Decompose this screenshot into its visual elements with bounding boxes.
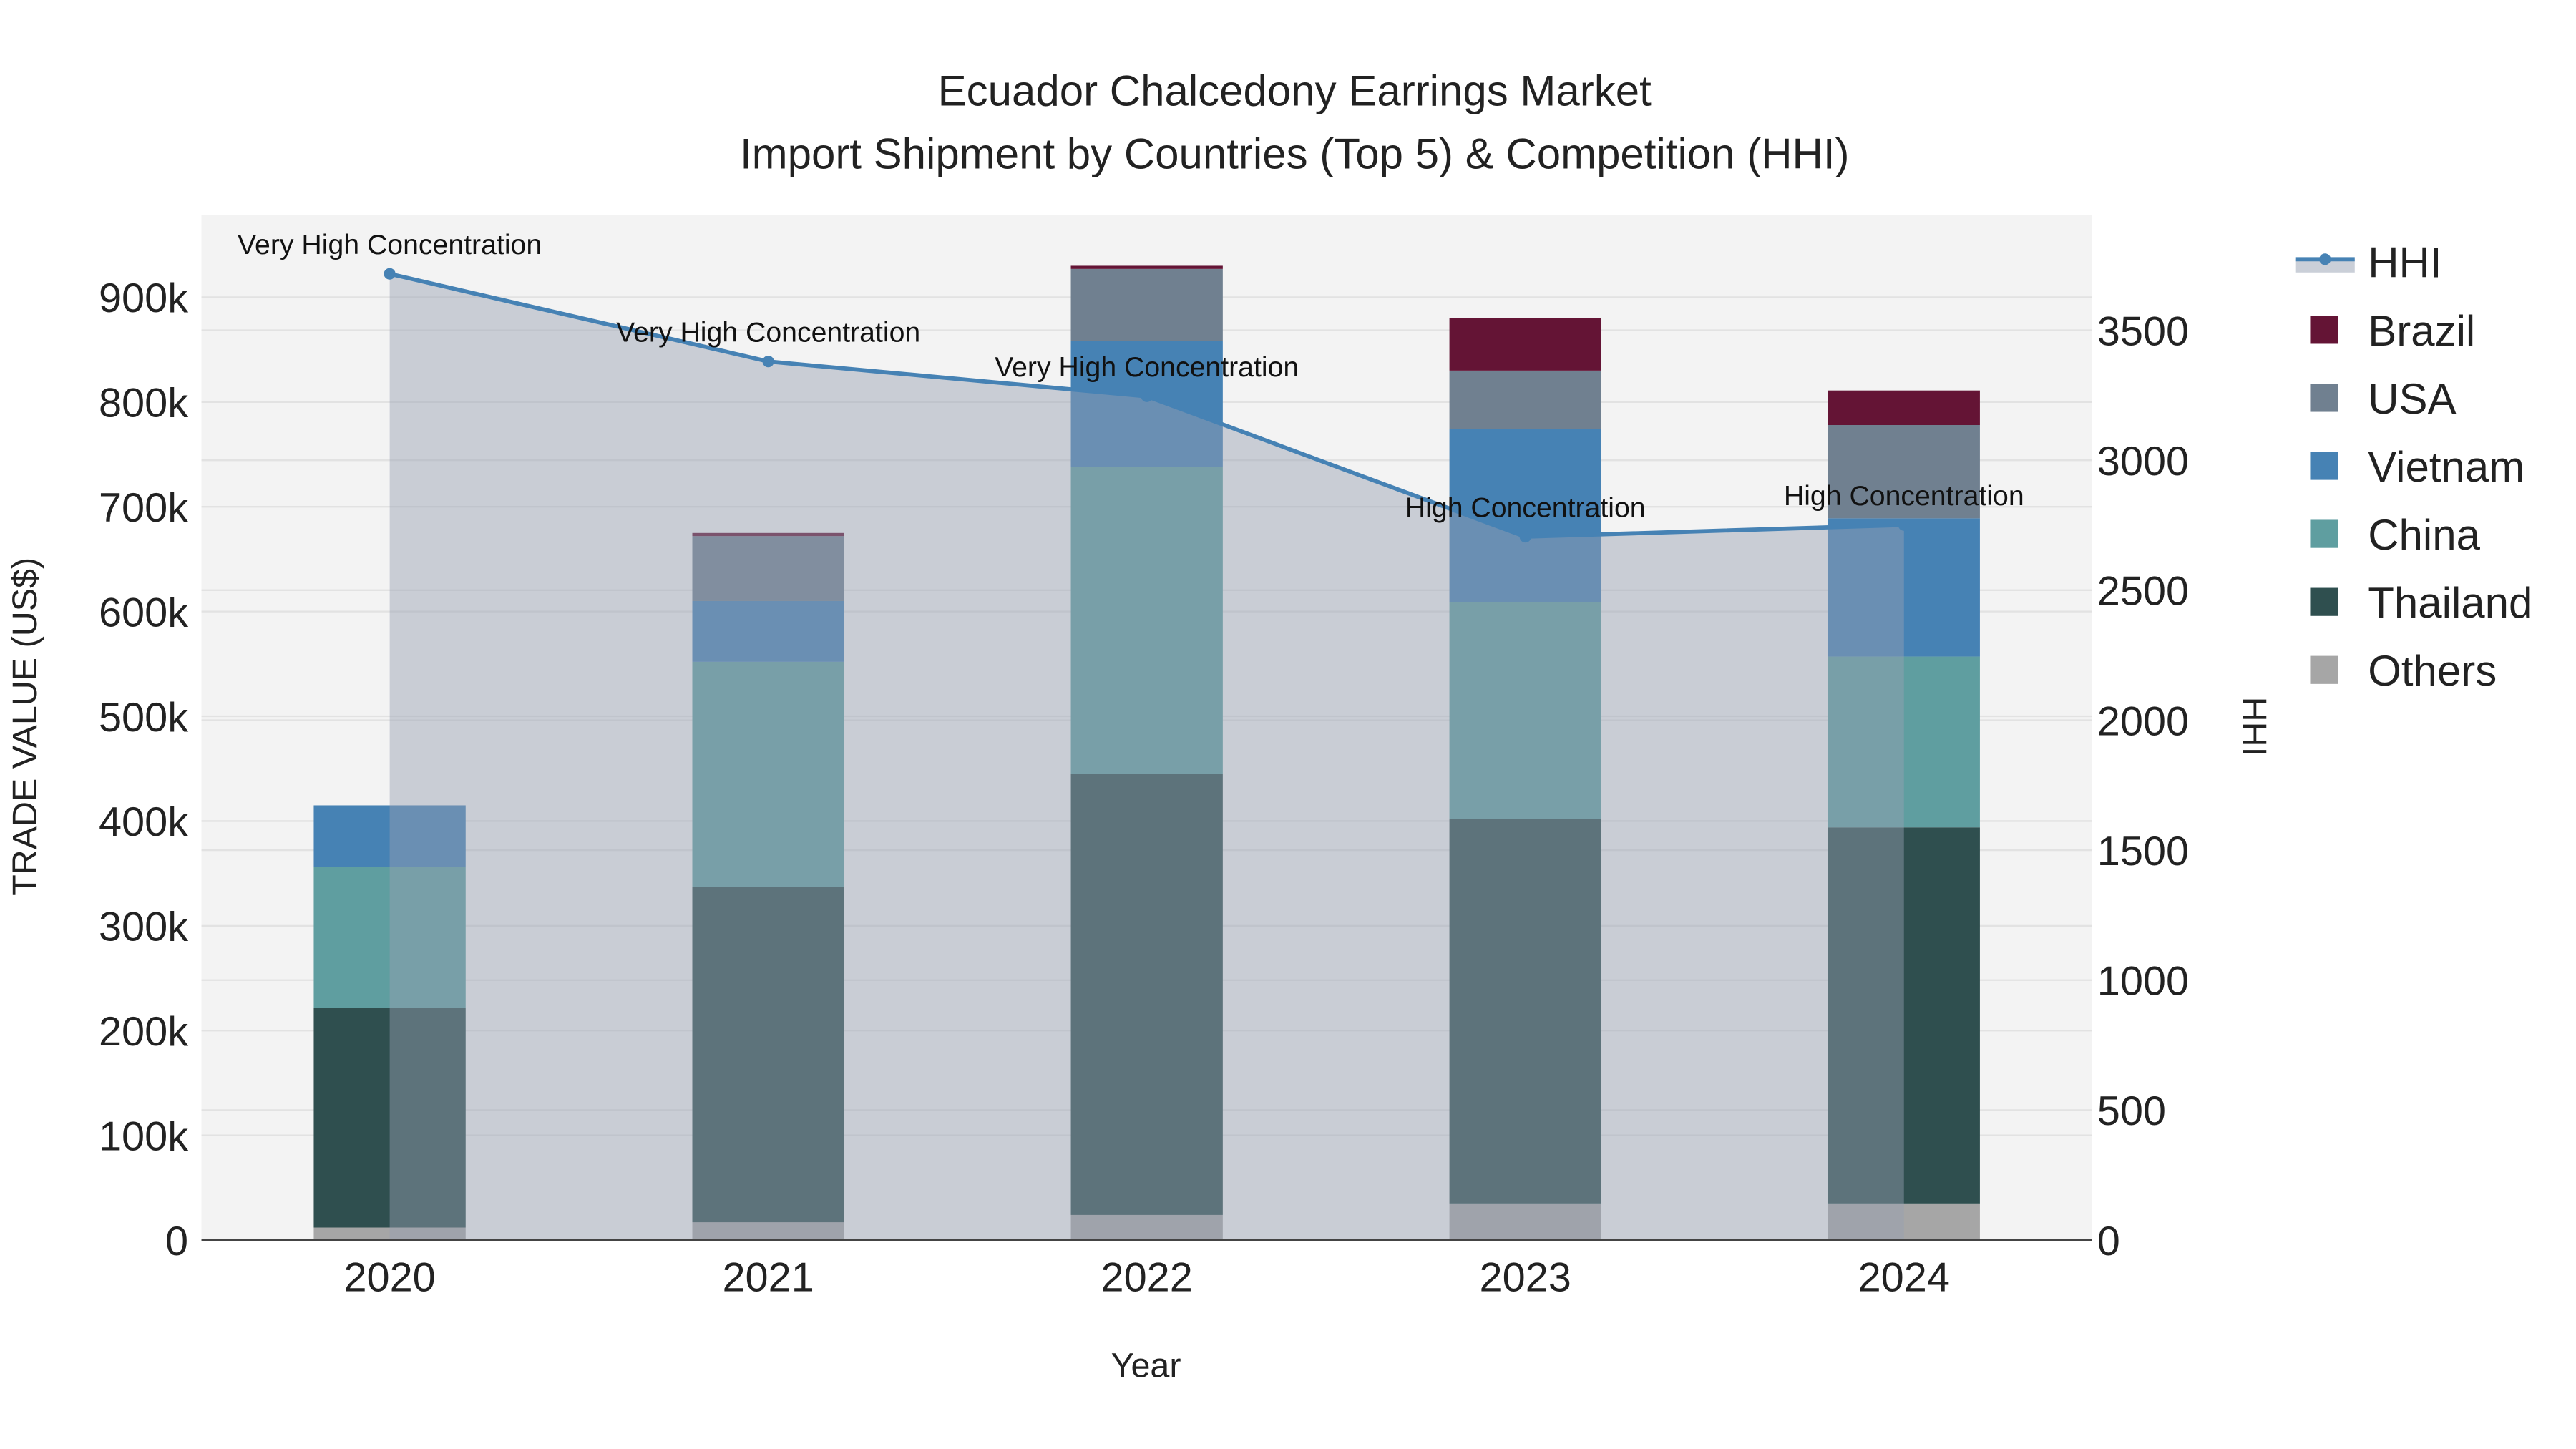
bar-others-2020 xyxy=(313,1227,466,1241)
legend-item-hhi: HHI xyxy=(2295,239,2442,287)
bar-others-2021 xyxy=(692,1222,844,1241)
x-axis-label: Year xyxy=(1111,1347,1181,1385)
y2-axis-label: HHI xyxy=(2235,697,2273,756)
legend-label: HHI xyxy=(2368,239,2441,287)
y-tick-label: 400k xyxy=(99,799,188,845)
bar-china-2020 xyxy=(313,867,466,1008)
bar-vietnam-2023 xyxy=(1449,429,1601,602)
legend-label: Others xyxy=(2368,647,2497,695)
bar-china-2024 xyxy=(1828,656,1980,828)
y-tick-label: 900k xyxy=(99,275,188,321)
bar-brazil-2024 xyxy=(1828,390,1980,426)
bar-vietnam-2021 xyxy=(692,600,844,662)
bar-usa-2024 xyxy=(1828,425,1980,519)
bar-thailand-2024 xyxy=(1828,827,1980,1204)
legend-hhi-area-swatch xyxy=(2295,259,2355,273)
y-tick-label: 0 xyxy=(165,1219,188,1264)
y2-tick-label: 3500 xyxy=(2097,308,2189,354)
x-tick-label: 2020 xyxy=(343,1255,435,1301)
legend-item-brazil: Brazil xyxy=(2310,307,2475,355)
y2-tick-label: 1000 xyxy=(2097,959,2189,1005)
chart-title: Ecuador Chalcedony Earrings Market xyxy=(938,67,1652,115)
legend-label: Brazil xyxy=(2368,307,2475,355)
y2-tick-label: 0 xyxy=(2097,1219,2120,1264)
bar-thailand-2021 xyxy=(692,887,844,1223)
bar-thailand-2020 xyxy=(313,1008,466,1228)
legend-label: China xyxy=(2368,511,2480,559)
y-tick-label: 100k xyxy=(99,1113,188,1159)
bar-china-2023 xyxy=(1449,602,1601,819)
x-tick-label: 2021 xyxy=(722,1255,814,1301)
bar-vietnam-2020 xyxy=(313,805,466,867)
bar-brazil-2021 xyxy=(692,532,844,537)
y2-tick-label: 1500 xyxy=(2097,829,2189,874)
x-axis-ticks: 2020 2021 2022 2023 2024 xyxy=(343,1255,1949,1301)
y-tick-label: 600k xyxy=(99,590,188,635)
hhi-annotation: Very High Concentration xyxy=(238,229,542,260)
x-tick-label: 2023 xyxy=(1480,1255,1571,1301)
chart-subtitle: Import Shipment by Countries (Top 5) & C… xyxy=(740,130,1850,177)
hhi-area xyxy=(389,273,1904,1241)
y-tick-label: 800k xyxy=(99,381,188,426)
legend-item-thailand: Thailand xyxy=(2310,579,2532,627)
bar-usa-2021 xyxy=(692,536,844,601)
bar-vietnam-2022 xyxy=(1070,341,1223,467)
x-tick-label: 2022 xyxy=(1101,1255,1193,1301)
bars xyxy=(313,265,1980,1241)
y2-tick-label: 3000 xyxy=(2097,439,2189,484)
legend-swatch xyxy=(2310,452,2338,480)
y-tick-label: 500k xyxy=(99,695,188,741)
legend-item-usa: USA xyxy=(2310,375,2457,423)
hhi-point-2020 xyxy=(384,268,396,280)
legend-item-china: China xyxy=(2310,511,2481,559)
bar-thailand-2023 xyxy=(1449,819,1601,1204)
bar-china-2021 xyxy=(692,661,844,887)
y2-tick-label: 2000 xyxy=(2097,698,2189,744)
bar-others-2024 xyxy=(1828,1203,1980,1241)
legend-swatch xyxy=(2310,587,2338,616)
y-tick-label: 300k xyxy=(99,904,188,950)
x-tick-label: 2024 xyxy=(1858,1255,1950,1301)
hhi-point-2024 xyxy=(1898,519,1910,531)
legend-swatch xyxy=(2310,316,2338,344)
bar-brazil-2023 xyxy=(1449,318,1601,371)
bar-vietnam-2024 xyxy=(1828,518,1980,657)
y-tick-label: 700k xyxy=(99,485,188,531)
bar-usa-2023 xyxy=(1449,370,1601,429)
legend-swatch xyxy=(2310,655,2338,684)
y2-axis-ticks: 0 500 1000 1500 2000 2500 3000 3500 xyxy=(2097,308,2189,1264)
bar-brazil-2022 xyxy=(1070,265,1223,269)
y2-tick-label: 500 xyxy=(2097,1088,2166,1134)
legend-item-others: Others xyxy=(2310,647,2497,695)
y2-tick-label: 2500 xyxy=(2097,569,2189,615)
hhi-annotation: High Concentration xyxy=(1405,492,1646,523)
bar-usa-2022 xyxy=(1070,268,1223,341)
y-axis-ticks: 0 100k 200k 300k 400k 500k 600k 700k 800k 900k xyxy=(99,275,188,1264)
bar-china-2022 xyxy=(1070,467,1223,774)
hhi-point-2021 xyxy=(762,356,774,368)
bar-others-2023 xyxy=(1449,1203,1601,1241)
legend-hhi-marker xyxy=(2319,253,2331,265)
hhi-point-2022 xyxy=(1141,390,1153,402)
hhi-annotation: Very High Concentration xyxy=(616,316,920,348)
legend-item-vietnam: Vietnam xyxy=(2310,443,2524,491)
y-axis-label: TRADE VALUE (US$) xyxy=(6,557,44,896)
legend: HHI Brazil USA Vietnam China Thailand Others xyxy=(2295,239,2532,695)
bar-others-2022 xyxy=(1070,1214,1223,1241)
legend-label: Thailand xyxy=(2368,579,2532,627)
hhi-annotation: Very High Concentration xyxy=(995,351,1299,383)
legend-label: USA xyxy=(2368,375,2456,423)
legend-swatch xyxy=(2310,384,2338,412)
hhi-point-2023 xyxy=(1519,530,1531,543)
legend-label: Vietnam xyxy=(2368,443,2524,491)
y-tick-label: 200k xyxy=(99,1009,188,1055)
hhi-annotation: High Concentration xyxy=(1784,480,2024,512)
hhi-area-fill xyxy=(389,273,1904,1241)
legend-swatch xyxy=(2310,519,2338,548)
bar-thailand-2022 xyxy=(1070,774,1223,1215)
hhi-line: Very High Concentration Very High Concent… xyxy=(238,229,2024,543)
